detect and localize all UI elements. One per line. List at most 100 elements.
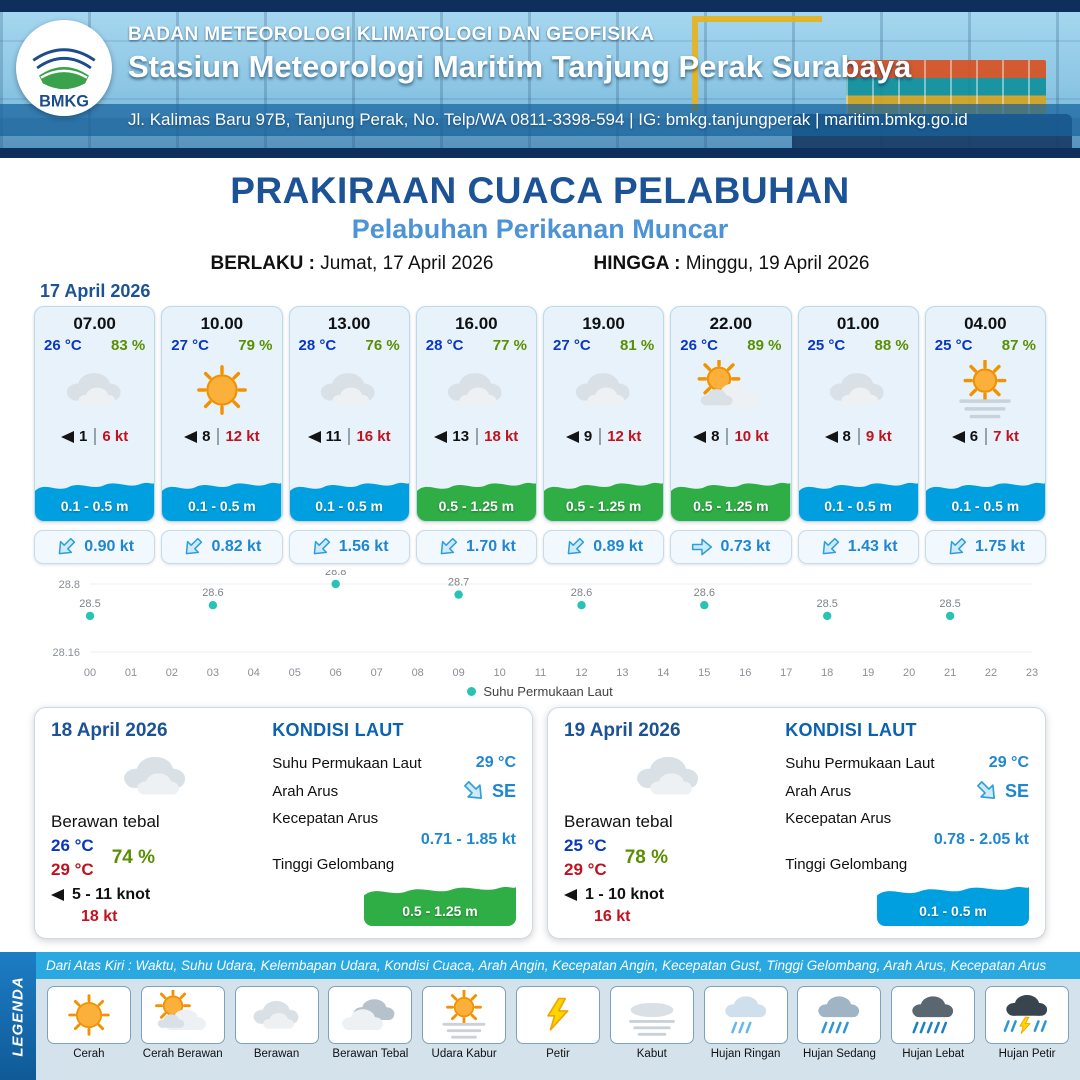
weather-condition: Berawan tebal xyxy=(564,812,673,831)
wave-shape-icon xyxy=(798,482,918,521)
sst-chart: 28.8 28.16 00 01 02 03 04 05 06 07 08 09 10 11 12 13 14 1… xyxy=(34,570,1046,699)
wave-shape-icon xyxy=(671,482,791,521)
humidity: 87 % xyxy=(1001,337,1036,354)
forecast-card-body: 22.00 26 °C 89 % 8 10 kt 0.5 - 1.25 m xyxy=(670,306,792,522)
weather-icon xyxy=(544,354,663,426)
daily-date: 18 April 2026 xyxy=(51,720,168,741)
air-temperature: 28 °C xyxy=(425,337,464,354)
weather-icon xyxy=(35,354,154,426)
wind-row: 13 18 kt xyxy=(417,428,536,445)
current-direction-value: SE xyxy=(1004,780,1029,801)
svg-text:18: 18 xyxy=(821,667,833,679)
air-temperature: 27 °C xyxy=(553,337,591,354)
legend-item: Berawan Tebal xyxy=(325,986,415,1060)
sst-chart-plot: 28.8 28.16 00 01 02 03 04 05 06 07 08 09 10 11 12 13 14 1… xyxy=(34,570,1046,682)
forecast-card-body: 07.00 26 °C 83 % 1 6 kt 0.1 - 0.5 m xyxy=(34,306,156,522)
wind-range: 1 - 10 knot xyxy=(585,886,665,903)
wind-flag-icon xyxy=(61,430,75,443)
svg-text:16: 16 xyxy=(739,667,751,679)
wave-height-value: 0.5 - 1.25 m xyxy=(565,498,642,514)
svg-text:00: 00 xyxy=(84,667,96,679)
legend-item: Hujan Ringan xyxy=(701,986,791,1060)
temp-minmax: 26 °C 29 °C xyxy=(51,836,94,880)
wind-speed: 13 xyxy=(452,428,470,445)
valid-until: HINGGA : Minggu, 19 April 2026 xyxy=(594,253,870,275)
forecast-card: 04.00 25 °C 87 % 6 7 kt 0.1 - 0.5 m 1.75… xyxy=(924,306,1046,564)
forecast-card-body: 04.00 25 °C 87 % 6 7 kt 0.1 - 0.5 m xyxy=(924,306,1046,522)
air-temperature: 25 °C xyxy=(934,337,973,354)
wave-height-value: 0.1 - 0.5 m xyxy=(919,903,987,919)
sea-section-title: KONDISI LAUT xyxy=(272,720,404,740)
current-speed-value: 1.75 kt xyxy=(974,538,1025,555)
validity-line: BERLAKU : Jumat, 17 April 2026 HINGGA : … xyxy=(0,253,1080,275)
forecast-card-body: 13.00 28 °C 76 % 11 16 kt 0.1 - 0.5 m xyxy=(288,306,410,522)
legend-weather-icon xyxy=(140,986,225,1044)
sst-row: Suhu Permukaan Laut 29 °C xyxy=(785,754,1029,772)
legend-item: Berawan xyxy=(232,986,322,1060)
wave-shape-icon xyxy=(35,482,155,521)
daily-date: 19 April 2026 xyxy=(564,720,681,741)
page-subtitle: Pelabuhan Perikanan Muncar xyxy=(351,214,729,244)
svg-text:22: 22 xyxy=(985,667,997,679)
current-speed-value: 0.78 - 2.05 kt xyxy=(933,831,1029,848)
legend-item: Udara Kabur xyxy=(419,986,509,1060)
daily-weather-column: 18 April 2026 Berawan tebal 26 °C 29 °C … xyxy=(51,720,260,926)
wind-flag-icon xyxy=(184,430,198,443)
temp-min: 25 °C xyxy=(564,836,607,855)
svg-text:28.8: 28.8 xyxy=(59,579,80,591)
current-direction: SE xyxy=(975,779,1029,803)
gust-speed: 10 kt xyxy=(726,428,769,445)
forecast-card-body: 10.00 27 °C 79 % 8 12 kt 0.1 - 0.5 m xyxy=(161,306,283,522)
valid-label: BERLAKU : xyxy=(210,253,316,274)
header-top-stripe xyxy=(0,0,1080,12)
legend-item: Kabut xyxy=(607,986,697,1060)
header-bottom-stripe xyxy=(0,148,1080,158)
svg-text:28.6: 28.6 xyxy=(202,587,223,599)
temps-row: 25 °C 87 % xyxy=(926,334,1045,354)
wave-height-value: 0.1 - 0.5 m xyxy=(315,498,383,514)
wave-height-box: 0.1 - 0.5 m xyxy=(877,879,1029,926)
bmkg-logo-text: BMKG xyxy=(39,92,89,110)
humidity: 74 % xyxy=(111,847,156,868)
wave-height-band: 0.1 - 0.5 m xyxy=(925,475,1045,521)
sst-value: 29 °C xyxy=(475,754,516,771)
air-temperature: 26 °C xyxy=(44,337,82,354)
temps-row: 27 °C 81 % xyxy=(544,334,663,354)
current-direction-label: Arah Arus xyxy=(785,782,852,800)
gust-speed: 18 kt xyxy=(476,428,518,445)
current-speed-value: 0.90 kt xyxy=(84,538,135,555)
wind-row: 8 12 kt xyxy=(162,428,281,445)
wave-height-label: Tinggi Gelombang xyxy=(272,856,395,873)
gust-speed: 18 kt xyxy=(81,908,118,925)
wave-height-value: 0.1 - 0.5 m xyxy=(188,498,256,514)
current-direction-icon xyxy=(975,779,999,803)
valid-value: Jumat, 17 April 2026 xyxy=(320,253,494,274)
wind-speed: 6 xyxy=(969,428,979,445)
weather-condition: Berawan tebal xyxy=(51,812,160,831)
valid-from: BERLAKU : Jumat, 17 April 2026 xyxy=(211,253,494,275)
svg-text:08: 08 xyxy=(412,667,424,679)
crane-illustration xyxy=(692,16,822,112)
legend-item-label: Cerah Berawan xyxy=(142,1048,223,1060)
forecast-card: 13.00 28 °C 76 % 11 16 kt 0.1 - 0.5 m 1.… xyxy=(288,306,410,564)
current-speed-value: 1.43 kt xyxy=(847,538,898,555)
bmkg-emblem-icon: BMKG xyxy=(16,20,112,116)
forecast-card: 01.00 25 °C 88 % 8 9 kt 0.1 - 0.5 m 1.43… xyxy=(797,306,919,564)
current-speed-box: 1.75 kt xyxy=(924,530,1046,564)
forecast-card-body: 01.00 25 °C 88 % 8 9 kt 0.1 - 0.5 m xyxy=(797,306,919,522)
sea-section-title: KONDISI LAUT xyxy=(785,720,917,740)
wind-row: 5 - 11 knot xyxy=(51,886,260,904)
daily-temps: 25 °C 29 °C 78 % xyxy=(564,836,773,880)
wind-flag-icon xyxy=(51,889,64,901)
gust-speed: 7 kt xyxy=(985,428,1019,445)
current-speed-value: 1.56 kt xyxy=(338,538,389,555)
temp-min: 26 °C xyxy=(51,836,94,855)
current-speed-box: 1.70 kt xyxy=(415,530,537,564)
wave-shape-icon xyxy=(162,482,282,521)
svg-text:07: 07 xyxy=(371,667,383,679)
daily-weather-column: 19 April 2026 Berawan tebal 25 °C 29 °C … xyxy=(564,720,773,926)
wind-flag-icon xyxy=(307,430,321,443)
legend-weather-icon xyxy=(703,986,788,1044)
forecast-time: 16.00 xyxy=(455,314,498,333)
